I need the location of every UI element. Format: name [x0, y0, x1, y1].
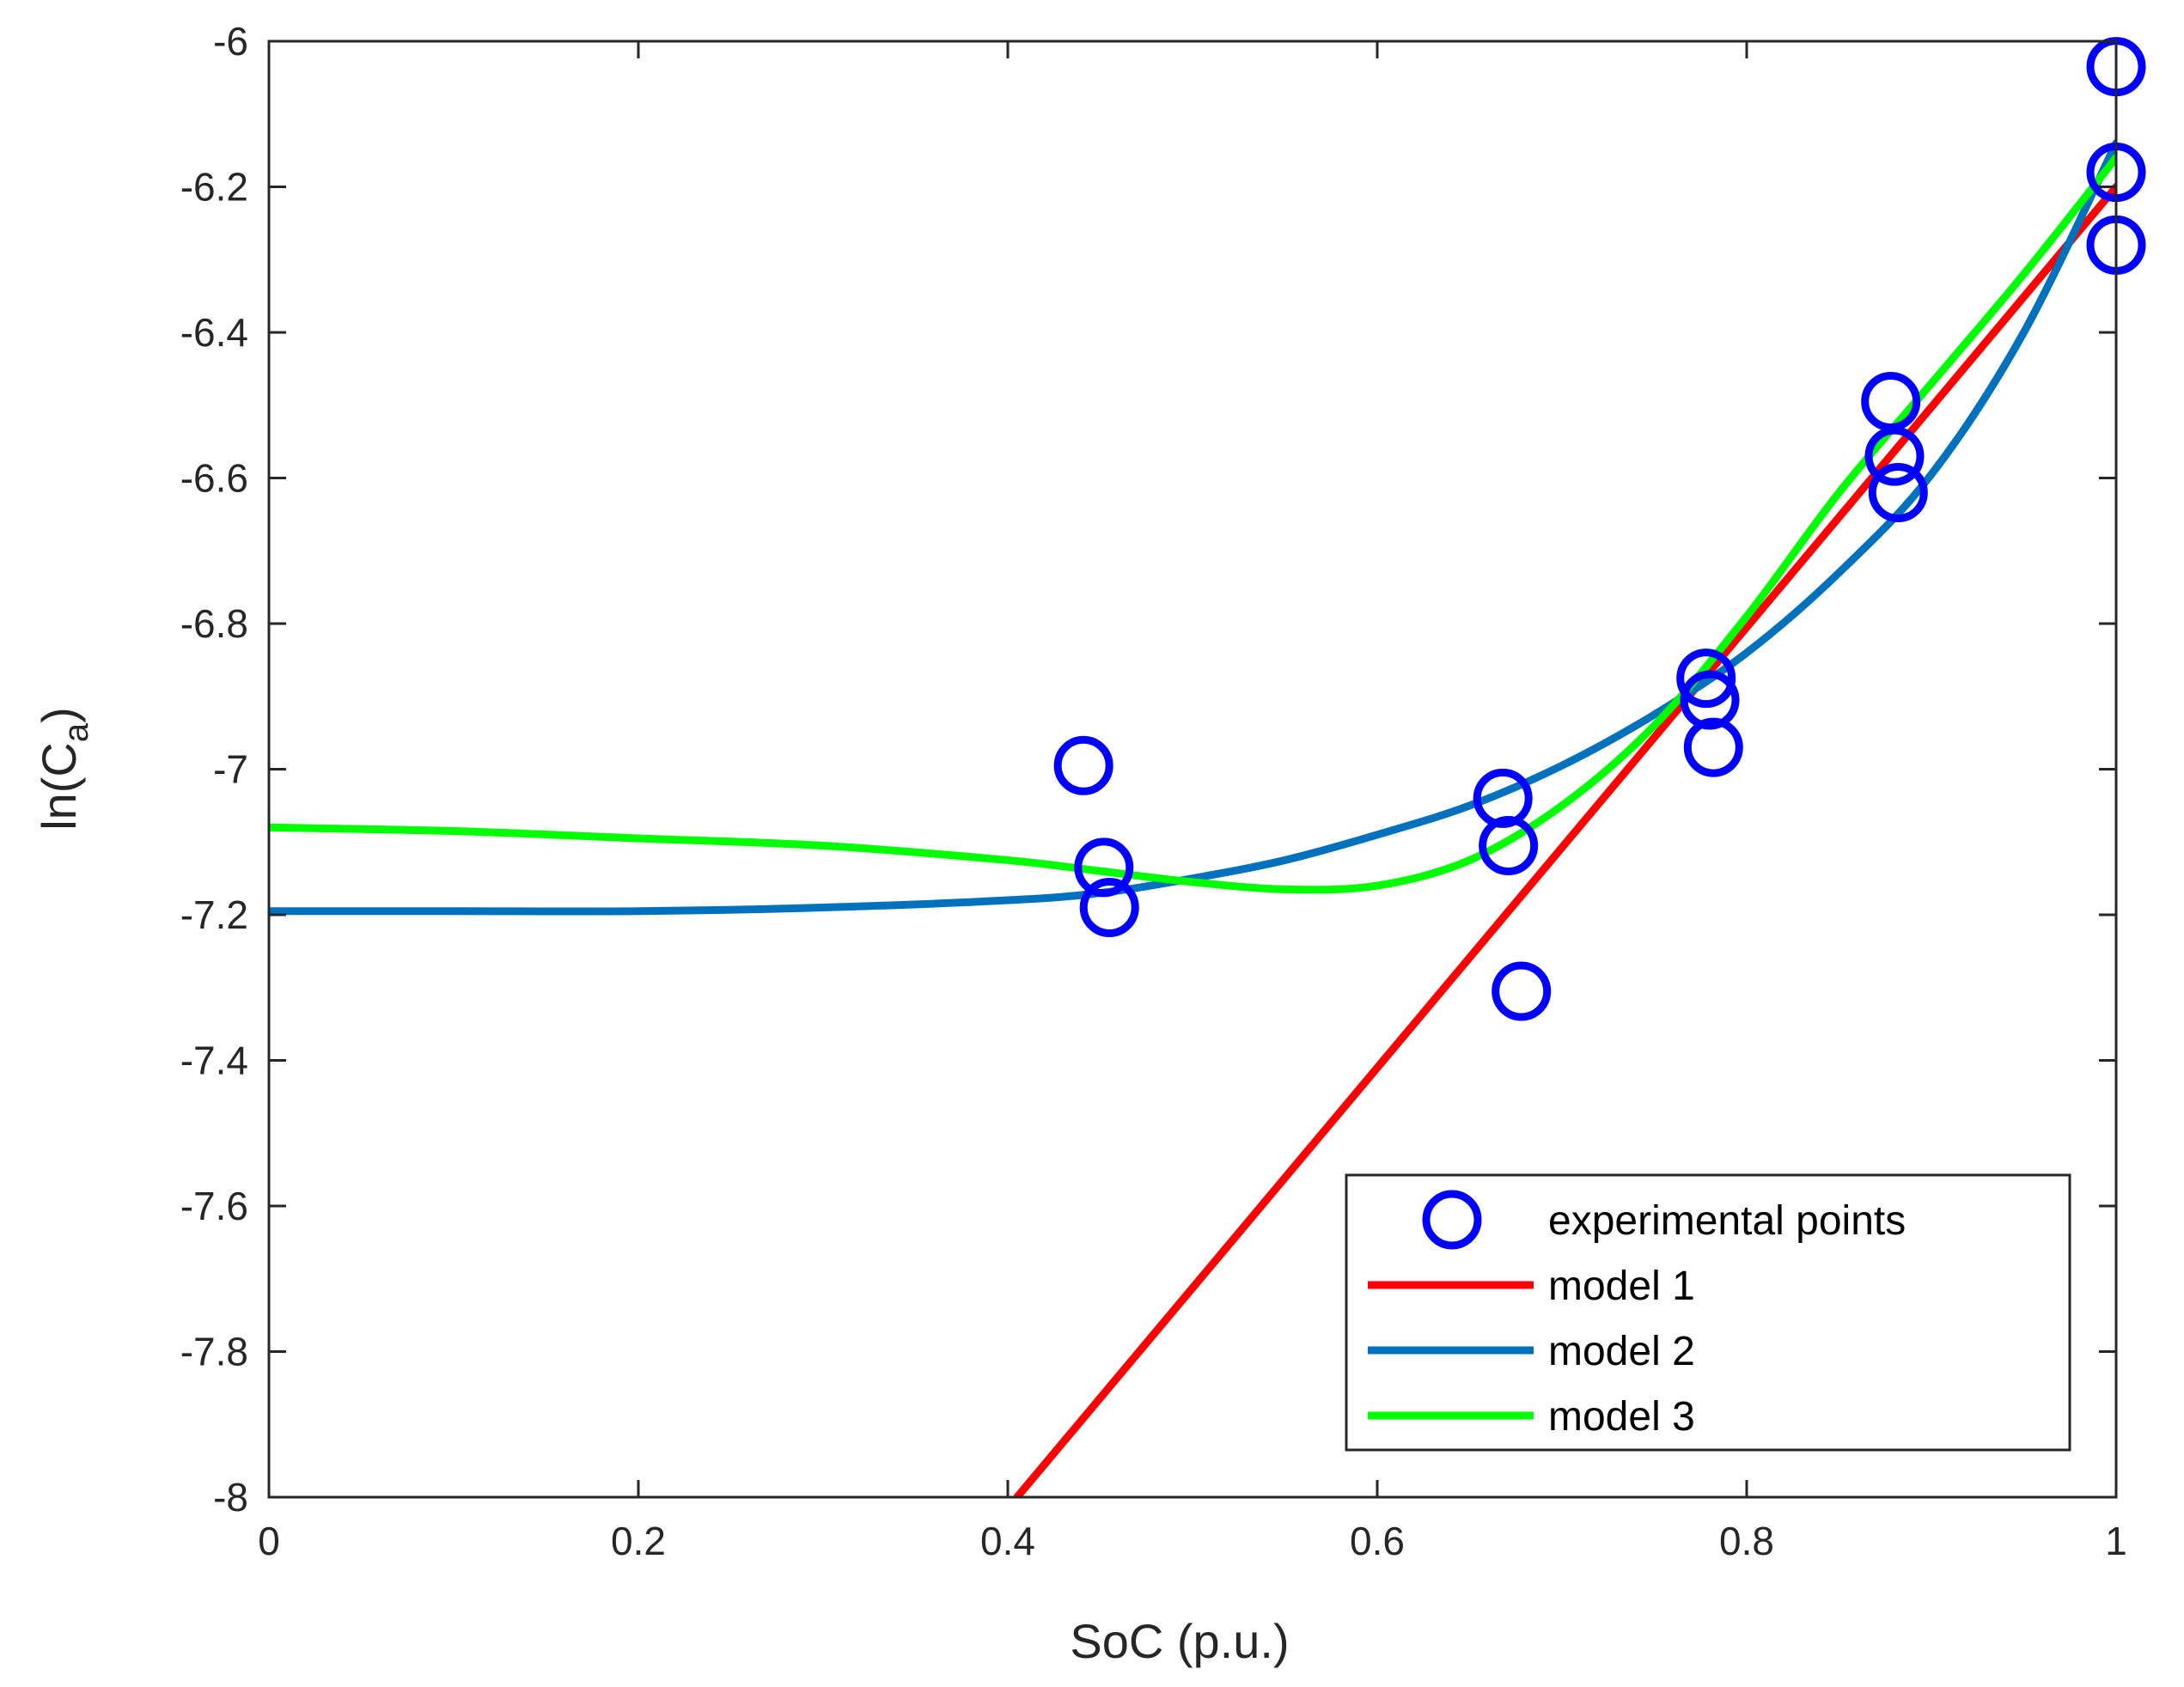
series-model-1 [1013, 183, 2116, 1497]
y-tick-label: -6 [213, 19, 248, 64]
x-tick-label: 0.2 [611, 1519, 666, 1563]
y-tick-label: -7 [213, 747, 248, 792]
legend-label: model 1 [1548, 1264, 1695, 1309]
y-axis-title: ln(Ca) [32, 707, 95, 831]
legend-item-experimental-points: experimental points [1422, 1190, 1906, 1250]
legend-item-model-3: model 3 [1368, 1394, 1695, 1440]
data-point-marker [1492, 961, 1552, 1021]
y-axis-title-subscript: a [58, 722, 95, 742]
y-axis-title-close: ) [32, 707, 86, 723]
legend-label: model 2 [1548, 1329, 1695, 1374]
data-point-marker [1680, 670, 1740, 730]
x-tick-label: 0.4 [980, 1519, 1035, 1563]
model-1-line [1013, 183, 2116, 1497]
model-3-line [269, 154, 2116, 894]
y-tick-label: -7.2 [180, 892, 248, 937]
legend: experimental points model 1 model 2 model 3 [1345, 1173, 2071, 1452]
y-tick-label: -8 [213, 1475, 248, 1520]
x-tick-label: 0.6 [1350, 1519, 1405, 1563]
data-point-marker [1868, 462, 1928, 522]
legend-box [1345, 1173, 2071, 1452]
y-tick-label: -6.2 [180, 165, 248, 210]
legend-marker [1422, 1190, 1482, 1250]
data-point-marker [1864, 426, 1925, 486]
x-axis-title: SoC (p.u.) [1070, 1614, 1289, 1668]
y-tick-label: -6.4 [180, 310, 248, 355]
data-point-marker [1053, 735, 1113, 795]
x-tick-label: 0.8 [1719, 1519, 1774, 1563]
data-point-marker [1683, 717, 1743, 777]
y-tick-label: -7.8 [180, 1330, 248, 1374]
data-point-marker [1079, 878, 1139, 938]
legend-label: model 3 [1548, 1394, 1695, 1440]
y-tick-label: -7.6 [180, 1184, 248, 1228]
y-tick-label: -7.4 [180, 1038, 248, 1083]
x-tick-label: 1 [2105, 1519, 2127, 1563]
y-tick-label: -6.8 [180, 601, 248, 646]
series-model-2 [269, 139, 2116, 916]
data-point-marker [1479, 815, 1539, 875]
legend-label: experimental points [1548, 1198, 1906, 1244]
ticks-layer: 0 0.2 0.4 0.6 0.8 1 -8 -7.8 -7.6 -7.4 -7.2 -7 -6.8 -6… [180, 19, 2127, 1563]
series-model-3 [269, 154, 2116, 894]
y-axis-title-main: ln(C [32, 742, 86, 831]
x-tick-label: 0 [258, 1519, 280, 1563]
y-tick-label: -6.6 [180, 456, 248, 501]
legend-item-model-1: model 1 [1368, 1264, 1695, 1309]
data-point-marker [1676, 649, 1736, 709]
model-2-line [269, 139, 2116, 916]
legend-item-model-2: model 2 [1368, 1329, 1695, 1374]
data-point-marker [1074, 837, 1134, 898]
